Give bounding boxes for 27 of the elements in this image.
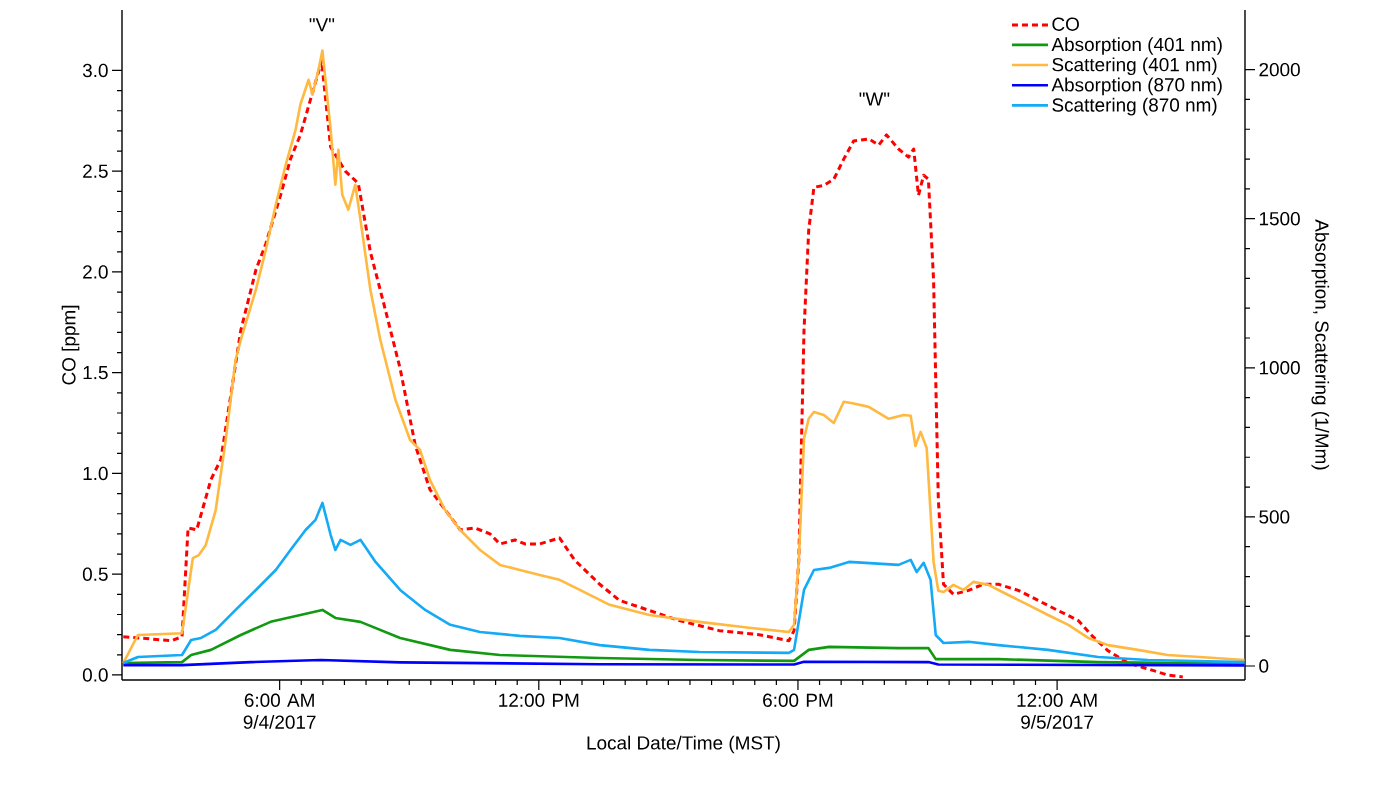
line-series [122,501,1245,665]
y-tick-label: 2.5 [83,164,108,178]
y-tick-label: 1.0 [83,466,108,481]
y-tick-label: 0.0 [82,668,108,682]
y-tick-label: 0.5 [82,567,108,581]
y2-tick-label: 1000 [1259,361,1300,375]
legend-label: Absorption (401 nm) [1051,37,1222,55]
y-axis-title: CO [ppm] [61,305,80,385]
x-tick-label: 12:00 PM [499,693,579,707]
x-tick-label: 6:00 AM 9/4/2017 [243,693,316,729]
annotation: "V" [309,18,335,32]
y2-tick-label: 1500 [1259,212,1300,226]
x-tick-label: 6:00 PM [763,693,833,707]
legend-label: CO [1052,17,1079,31]
y2-tick-label: 2000 [1259,62,1300,77]
y2-axis-title: Absorption, Scattering (1/Mm) [1311,219,1330,470]
y2-tick-label: 0 [1259,659,1269,673]
legend-label: Absorption (870 nm) [1051,77,1222,96]
annotation: "W" [859,92,890,106]
x-tick-label: 12:00 AM 9/5/2017 [1017,693,1097,729]
legend-label: Scattering (401 nm) [1052,57,1217,76]
y2-tick-label: 500 [1259,510,1290,524]
x-axis-title: Local Date/Time (MST) [587,735,780,754]
y-tick-label: 1.5 [83,366,108,380]
y-tick-label: 2.0 [83,265,108,279]
legend-label: Scattering (870 nm) [1052,97,1217,116]
y-tick-label: 3.0 [82,63,108,78]
